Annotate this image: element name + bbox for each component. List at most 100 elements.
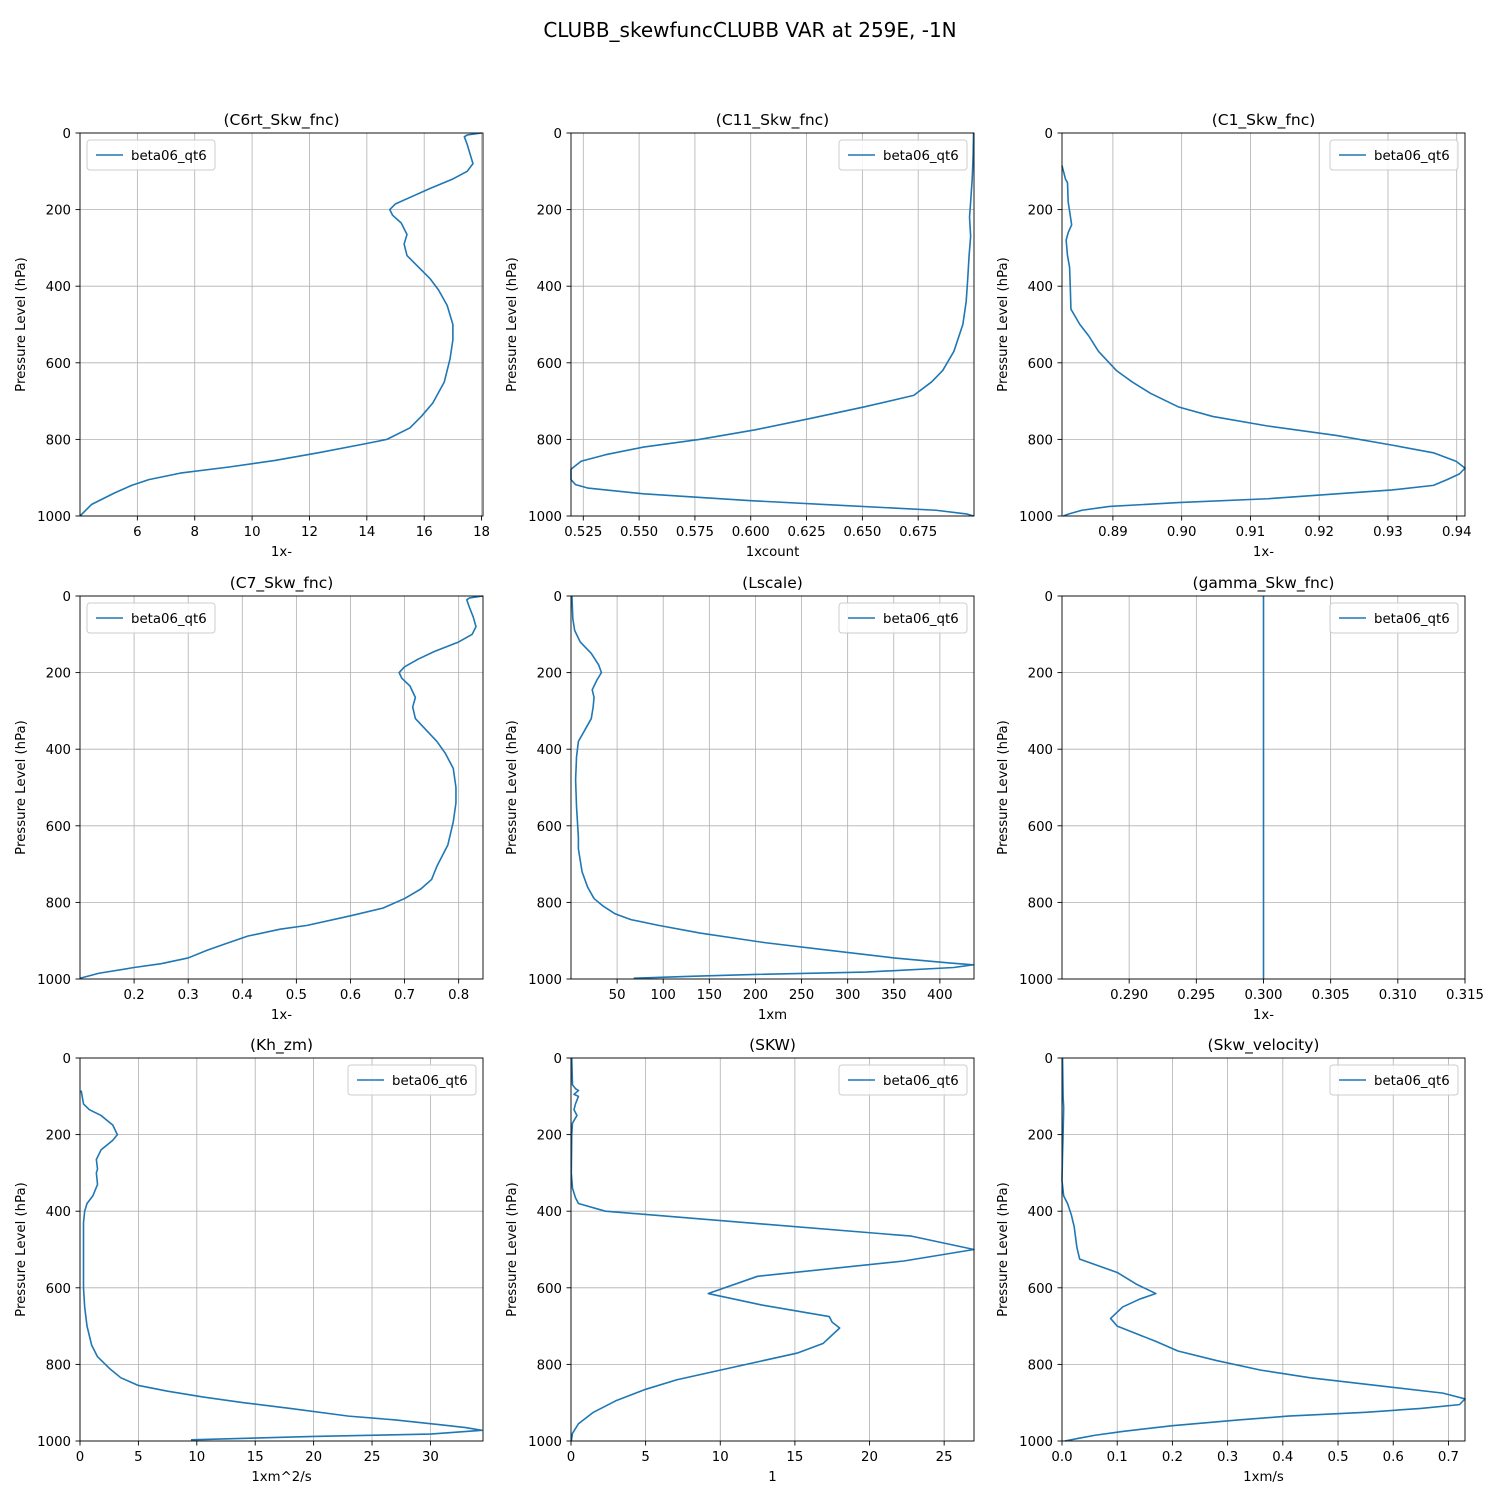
x-tick-label: 0.8: [448, 988, 469, 1003]
legend-box: [838, 139, 968, 171]
x-axis-label: 1x-: [271, 1008, 292, 1023]
y-tick-label: 1000: [1019, 973, 1053, 988]
x-tick-label: 0.575: [676, 525, 714, 540]
legend: beta06_qt6: [86, 602, 216, 634]
legend-box: [86, 139, 216, 171]
series-line-beta06_qt6: [1061, 1057, 1466, 1442]
y-tick-label: 200: [537, 667, 562, 682]
y-tick-label: 800: [1028, 1358, 1053, 1373]
y-tick-label: 600: [537, 820, 562, 835]
legend: beta06_qt6: [838, 139, 968, 171]
y-axis-label: Pressure Level (hPa): [14, 720, 29, 855]
x-tick-label: 0.7: [394, 988, 415, 1003]
x-tick-label: 150: [697, 988, 722, 1003]
x-tick-label: 25: [364, 1450, 381, 1465]
subplot-2: 0.525 0.550 0.575 0.600 0.625 0.650 0.675 0 200 4…: [505, 111, 975, 560]
y-tick-label: 600: [46, 1282, 71, 1297]
legend: beta06_qt6: [838, 1064, 968, 1096]
subplot-title: (Skw_velocity): [1208, 1036, 1320, 1055]
legend: beta06_qt6: [1329, 1064, 1459, 1096]
x-tick-label: 0.290: [1110, 988, 1148, 1003]
x-tick-label: 8: [190, 525, 198, 540]
legend-box: [838, 1064, 968, 1096]
axes-frame: [79, 1057, 484, 1442]
y-tick-label: 800: [46, 896, 71, 911]
y-tick-label: 400: [46, 743, 71, 758]
axes-frame: [1061, 1057, 1466, 1442]
legend: beta06_qt6: [1329, 602, 1459, 634]
x-tick-label: 10: [244, 525, 261, 540]
axes-frame: [570, 595, 975, 980]
y-tick-label: 800: [46, 433, 71, 448]
x-tick-label: 250: [789, 988, 814, 1003]
legend-entry-label: beta06_qt6: [883, 149, 959, 164]
x-tick-label: 16: [416, 525, 433, 540]
x-axis-label: 1xm: [758, 1008, 787, 1023]
x-tick-label: 5: [134, 1450, 142, 1465]
y-tick-label: 600: [46, 357, 71, 372]
y-tick-label: 600: [537, 1282, 562, 1297]
legend-box: [86, 602, 216, 634]
x-tick-label: 0.92: [1304, 525, 1334, 540]
y-tick-label: 0: [554, 127, 562, 142]
x-axis-label: 1xm/s: [1243, 1470, 1284, 1485]
y-tick-label: 0: [1045, 127, 1053, 142]
x-tick-label: 300: [835, 988, 860, 1003]
y-tick-label: 600: [46, 820, 71, 835]
legend-entry-label: beta06_qt6: [883, 612, 959, 627]
x-tick-label: 100: [651, 988, 676, 1003]
subplot-6: 0.290 0.295 0.300 0.305 0.310 0.315 0 200 400 600…: [996, 574, 1484, 1023]
y-tick-label: 400: [537, 743, 562, 758]
y-axis-label: Pressure Level (hPa): [996, 720, 1011, 855]
x-tick-label: 0.4: [1272, 1450, 1293, 1465]
y-tick-label: 1000: [1019, 510, 1053, 525]
y-tick-label: 800: [46, 1358, 71, 1373]
x-axis-label: 1xcount: [746, 545, 800, 560]
x-axis-label: 1x-: [1253, 1008, 1274, 1023]
subplot-title: (gamma_Skw_fnc): [1193, 574, 1335, 593]
legend-entry-label: beta06_qt6: [883, 1074, 959, 1089]
series-line-beta06_qt6: [570, 132, 975, 517]
legend-box: [347, 1064, 477, 1096]
legend-entry-label: beta06_qt6: [392, 1074, 468, 1089]
x-tick-label: 0.2: [1162, 1450, 1183, 1465]
subplot-9: 0.0 0.1 0.2 0.3 0.4 0.5 0.6 0.7 0 200 400 600 800 100…: [996, 1036, 1466, 1485]
y-tick-label: 1000: [37, 973, 71, 988]
subplot-title: (Kh_zm): [250, 1036, 313, 1055]
x-tick-label: 14: [358, 525, 375, 540]
y-tick-label: 0: [63, 127, 71, 142]
x-axis-label: 1: [768, 1470, 776, 1485]
subplot-8: 0 5 10 15 20 25 0 200 400 600 800 1000 (SKW) 1 Pressur…: [505, 1036, 975, 1485]
x-tick-label: 30: [422, 1450, 439, 1465]
x-tick-label: 5: [641, 1450, 649, 1465]
x-tick-label: 0.305: [1312, 988, 1350, 1003]
y-tick-label: 400: [537, 280, 562, 295]
y-tick-label: 200: [537, 1129, 562, 1144]
y-tick-label: 800: [537, 433, 562, 448]
x-tick-label: 0.7: [1438, 1450, 1459, 1465]
y-tick-label: 1000: [1019, 1435, 1053, 1450]
x-tick-label: 20: [305, 1450, 322, 1465]
y-tick-label: 600: [1028, 820, 1053, 835]
legend: beta06_qt6: [347, 1064, 477, 1096]
legend-box: [838, 602, 968, 634]
x-tick-label: 0.89: [1098, 525, 1128, 540]
x-tick-label: 18: [473, 525, 490, 540]
y-tick-label: 600: [1028, 357, 1053, 372]
subplot-4: 0.2 0.3 0.4 0.5 0.6 0.7 0.8 0 200 400 600 800 1000 (C…: [14, 574, 484, 1023]
y-axis-label: Pressure Level (hPa): [14, 1182, 29, 1317]
x-tick-label: 0.0: [1051, 1450, 1072, 1465]
subplot-title: (Lscale): [742, 574, 803, 592]
y-tick-label: 200: [1028, 204, 1053, 219]
x-tick-label: 0.625: [788, 525, 826, 540]
y-tick-label: 800: [537, 896, 562, 911]
y-tick-label: 1000: [528, 510, 562, 525]
y-axis-label: Pressure Level (hPa): [14, 257, 29, 392]
y-tick-label: 400: [1028, 1205, 1053, 1220]
legend-entry-label: beta06_qt6: [1374, 149, 1450, 164]
x-axis-label: 1xm^2/s: [251, 1470, 311, 1485]
subplot-grid: 6 8 10 12 14 16 1802004006008001000(C6rt_Skw_f…: [14, 111, 1484, 1485]
x-axis-label: 1x-: [1253, 545, 1274, 560]
x-tick-label: 400: [927, 988, 952, 1003]
